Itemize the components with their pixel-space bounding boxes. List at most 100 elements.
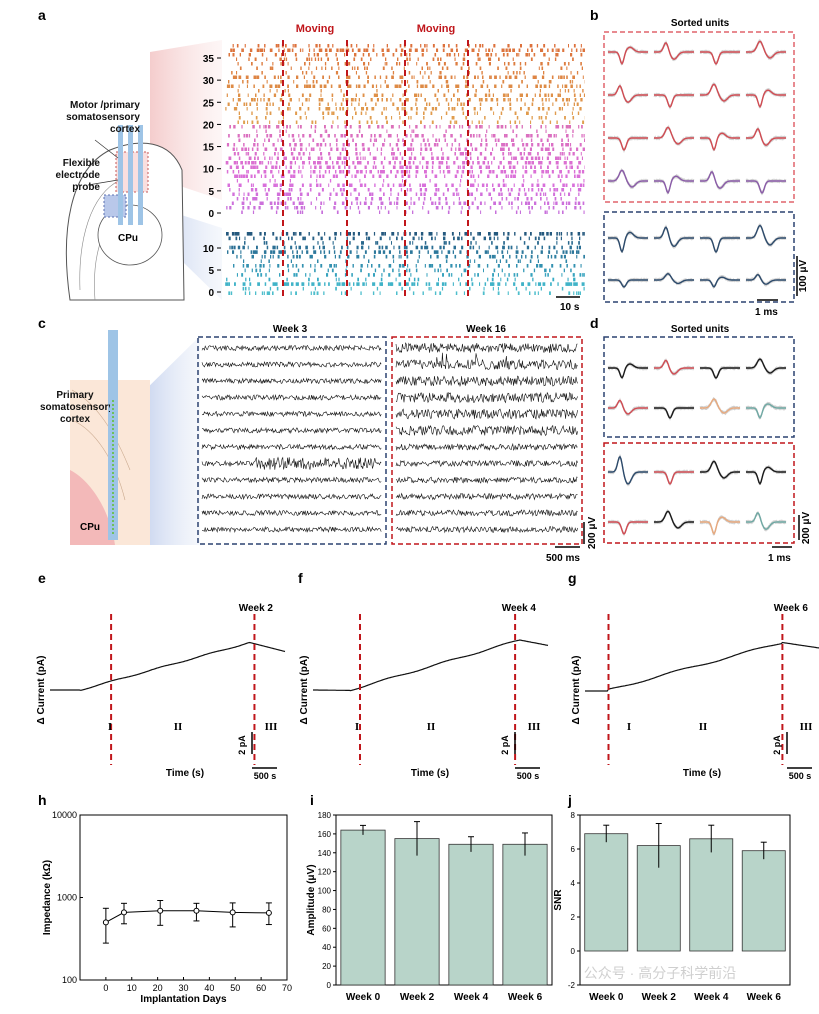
spike-mark [398, 282, 402, 286]
spike-mark [308, 84, 311, 88]
spike-mark [424, 245, 427, 250]
spike-mark [344, 161, 346, 165]
spike-mark [355, 143, 357, 147]
spike-mark [498, 192, 501, 196]
spike-mark [348, 75, 351, 79]
waveform-trace [745, 223, 787, 247]
panel-letter-e: e [38, 570, 46, 586]
spike-mark [451, 116, 454, 120]
spike-mark [236, 161, 238, 165]
spike-mark [265, 125, 267, 129]
spike-mark [436, 48, 439, 52]
panel-letter-i: i [310, 792, 314, 808]
spike-mark [390, 201, 392, 205]
spike-mark [279, 134, 281, 138]
spike-mark [408, 116, 410, 120]
spike-mark [308, 282, 310, 286]
spike-mark [352, 236, 355, 241]
spike-mark [317, 232, 320, 236]
spike-mark [365, 197, 367, 201]
spike-mark [458, 192, 460, 196]
spike-mark [577, 201, 581, 205]
spike-mark [497, 165, 500, 169]
raster-tick-label: 5 [208, 187, 214, 198]
spike-mark [341, 282, 344, 286]
spike-mark [548, 98, 550, 102]
spike-mark [328, 165, 331, 169]
spike-mark [356, 134, 359, 138]
sorted-units-title-b: Sorted units [671, 18, 730, 29]
x-tick-label: 60 [256, 983, 266, 993]
spike-mark [406, 254, 409, 259]
spike-mark [306, 192, 308, 196]
spike-mark [583, 183, 585, 187]
spike-mark [530, 120, 532, 124]
spike-mark [232, 48, 235, 52]
spike-mark [363, 48, 366, 52]
spike-mark [436, 232, 438, 236]
spike-mark [435, 206, 438, 210]
spike-mark [257, 98, 259, 102]
spike-mark [572, 75, 575, 79]
spike-mark [516, 273, 519, 277]
spike-mark [500, 170, 504, 174]
y-tick-label: 1000 [57, 893, 77, 903]
spike-mark [355, 188, 357, 192]
spike-mark [525, 254, 527, 259]
spike-mark [384, 232, 386, 236]
spike-mark [497, 286, 499, 291]
raster-row [229, 165, 585, 169]
spike-mark [293, 170, 296, 174]
moving-label-2: Moving [417, 23, 456, 35]
spike-mark [293, 273, 296, 277]
spike-mark [373, 93, 377, 97]
spike-mark [465, 80, 467, 84]
spike-mark [365, 282, 367, 286]
spike-mark [453, 93, 455, 97]
spike-mark [322, 138, 325, 142]
spike-mark [383, 232, 385, 236]
spike-mark [294, 161, 296, 165]
spike-mark [359, 152, 361, 156]
spike-mark [319, 165, 322, 169]
spike-mark [497, 138, 500, 142]
spike-mark [578, 241, 580, 245]
raw-trace [395, 509, 578, 517]
spike-mark [320, 93, 322, 97]
raster-row [228, 53, 583, 57]
spike-mark [445, 259, 448, 263]
spike-mark [358, 84, 361, 88]
waveform-mean [608, 363, 648, 379]
spike-mark [250, 183, 253, 187]
spike-mark [318, 192, 321, 196]
spike-mark [369, 152, 371, 156]
spike-mark [304, 62, 306, 66]
spike-mark [457, 89, 459, 93]
spike-mark [582, 75, 584, 79]
spike-mark [292, 264, 294, 268]
spike-mark [234, 232, 238, 236]
spike-mark [381, 245, 384, 250]
y-tick-label: 160 [318, 830, 332, 839]
bar [448, 843, 494, 986]
spike-mark [556, 188, 559, 192]
spike-mark [540, 264, 543, 268]
spike-mark [259, 48, 263, 52]
spike-mark [360, 156, 362, 160]
spike-mark [525, 93, 528, 97]
spike-mark [530, 134, 533, 138]
spike-mark [337, 183, 340, 187]
spike-mark [508, 75, 512, 79]
spike-mark [418, 197, 420, 201]
spike-mark [312, 138, 315, 142]
spike-mark [384, 156, 386, 160]
spike-mark [299, 188, 302, 192]
spike-mark [498, 57, 500, 61]
spike-mark [295, 245, 297, 250]
spike-mark [560, 254, 563, 259]
unit-waveform [699, 515, 741, 537]
spike-mark [438, 62, 441, 66]
spike-mark [491, 241, 493, 245]
spike-mark [526, 245, 530, 250]
spike-mark [317, 259, 319, 263]
